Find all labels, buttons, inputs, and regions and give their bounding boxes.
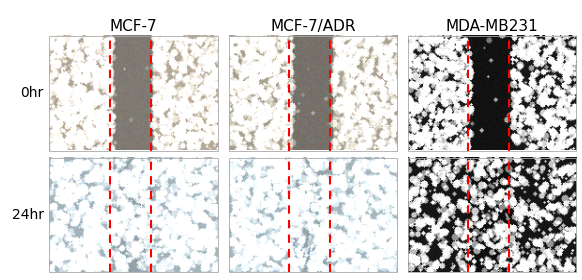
Bar <box>229 157 397 272</box>
Bar <box>407 157 576 272</box>
Bar <box>229 36 397 151</box>
Text: MCF-7: MCF-7 <box>110 19 158 34</box>
Text: MDA-MB231: MDA-MB231 <box>445 19 538 34</box>
Bar <box>49 157 218 272</box>
Bar <box>407 36 576 151</box>
Text: 0hr: 0hr <box>20 87 44 101</box>
Bar <box>49 36 218 151</box>
Text: MCF-7/ADR: MCF-7/ADR <box>270 19 356 34</box>
Text: 24hr: 24hr <box>12 207 44 221</box>
